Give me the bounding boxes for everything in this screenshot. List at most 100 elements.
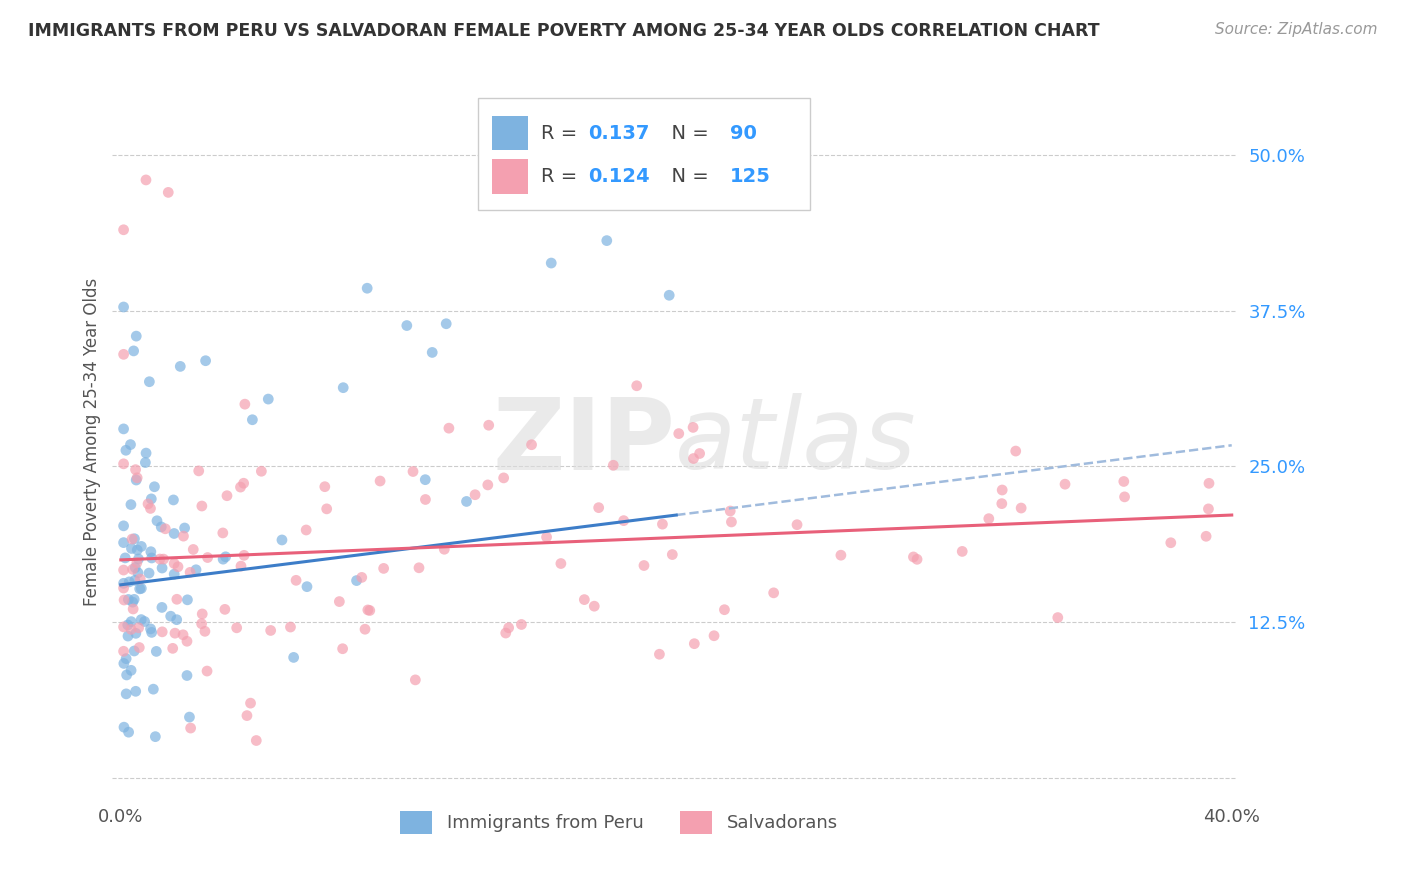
Point: [172, 628, 194, 642]
Point: [232, 476, 254, 491]
Point: [141, 625, 163, 640]
Point: [408, 561, 430, 575]
Point: [150, 600, 173, 615]
Point: [128, 582, 150, 596]
Point: [127, 543, 149, 558]
Point: [117, 725, 139, 739]
Point: [146, 514, 169, 528]
Point: [540, 256, 562, 270]
Point: [121, 541, 143, 556]
Point: [214, 549, 236, 564]
Text: R =: R =: [541, 123, 583, 143]
Point: [136, 497, 159, 511]
Point: [905, 552, 928, 566]
Point: [127, 471, 149, 485]
Text: R =: R =: [541, 167, 583, 186]
Point: [1197, 502, 1219, 516]
Point: [157, 186, 180, 200]
Point: [122, 602, 145, 616]
Point: [713, 603, 735, 617]
Point: [283, 650, 305, 665]
Point: [112, 593, 135, 607]
Point: [162, 492, 184, 507]
Point: [125, 329, 148, 343]
Point: [236, 708, 259, 723]
Point: [131, 582, 153, 596]
Point: [124, 532, 146, 546]
Point: [280, 620, 302, 634]
Point: [152, 552, 174, 566]
Point: [115, 651, 138, 665]
Point: [214, 602, 236, 616]
Point: [402, 465, 425, 479]
Point: [668, 426, 690, 441]
Point: [125, 684, 148, 698]
Point: [718, 504, 741, 518]
Point: [172, 529, 194, 543]
Point: [159, 609, 181, 624]
Point: [134, 615, 156, 629]
Text: 0.124: 0.124: [588, 167, 650, 186]
Point: [434, 317, 457, 331]
Point: [651, 517, 673, 532]
Point: [257, 392, 280, 406]
Point: [495, 626, 517, 640]
Point: [124, 463, 146, 477]
Point: [129, 572, 152, 586]
Point: [607, 99, 630, 113]
Point: [155, 522, 177, 536]
Point: [510, 617, 533, 632]
Point: [295, 523, 318, 537]
Text: N =: N =: [659, 123, 716, 143]
Point: [139, 544, 162, 558]
Point: [184, 563, 207, 577]
Text: 90: 90: [730, 123, 756, 143]
Point: [991, 497, 1014, 511]
Point: [112, 720, 135, 734]
Point: [138, 375, 160, 389]
Point: [550, 557, 572, 571]
Point: [118, 574, 141, 589]
Point: [464, 488, 486, 502]
Point: [163, 626, 186, 640]
Point: [125, 626, 148, 640]
Point: [404, 673, 426, 687]
Bar: [478, 98, 810, 211]
Point: [903, 549, 925, 564]
Point: [315, 501, 337, 516]
Point: [225, 621, 247, 635]
Point: [114, 550, 136, 565]
Point: [536, 530, 558, 544]
Point: [125, 556, 148, 570]
Point: [150, 561, 173, 575]
Point: [596, 234, 619, 248]
Point: [124, 560, 146, 574]
Point: [1198, 476, 1220, 491]
Point: [661, 548, 683, 562]
Point: [121, 595, 143, 609]
Point: [139, 622, 162, 636]
Y-axis label: Female Poverty Among 25-34 Year Olds: Female Poverty Among 25-34 Year Olds: [83, 277, 101, 606]
Point: [149, 552, 172, 566]
Point: [112, 620, 135, 634]
Point: [115, 668, 138, 682]
Point: [166, 613, 188, 627]
Point: [120, 615, 142, 629]
Point: [120, 623, 142, 637]
Point: [260, 624, 283, 638]
Point: [633, 558, 655, 573]
Legend: Immigrants from Peru, Salvadorans: Immigrants from Peru, Salvadorans: [392, 805, 845, 841]
Point: [138, 566, 160, 580]
Point: [354, 622, 377, 636]
Point: [122, 343, 145, 358]
Point: [163, 557, 186, 571]
Text: 125: 125: [730, 167, 770, 186]
Point: [648, 647, 671, 661]
Point: [112, 535, 135, 549]
Point: [176, 592, 198, 607]
Point: [150, 624, 173, 639]
Point: [141, 491, 163, 506]
Point: [122, 644, 145, 658]
Text: 0.137: 0.137: [588, 123, 650, 143]
Point: [112, 300, 135, 314]
